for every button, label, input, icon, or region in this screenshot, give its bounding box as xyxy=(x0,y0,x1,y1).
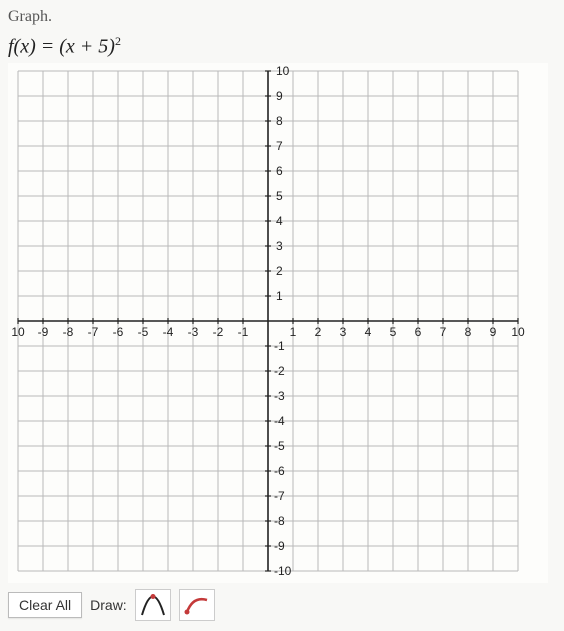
graph-area[interactable]: 10 -9 -8 -7 -6 -5 -4 -3 -2 -1 1 2 3 4 5 6 7 8 9 10 1 2 3 4 5 6 7 8 9… xyxy=(8,63,548,583)
svg-text:-5: -5 xyxy=(274,439,285,453)
svg-text:1: 1 xyxy=(290,325,297,339)
svg-text:6: 6 xyxy=(415,325,422,339)
svg-text:8: 8 xyxy=(276,114,283,128)
svg-text:-6: -6 xyxy=(113,325,124,339)
svg-text:10: 10 xyxy=(511,325,525,339)
svg-text:5: 5 xyxy=(276,189,283,203)
svg-text:-1: -1 xyxy=(274,339,285,353)
svg-text:9: 9 xyxy=(490,325,497,339)
svg-text:-7: -7 xyxy=(88,325,99,339)
clear-all-button[interactable]: Clear All xyxy=(8,592,82,618)
coordinate-grid[interactable]: 10 -9 -8 -7 -6 -5 -4 -3 -2 -1 1 2 3 4 5 6 7 8 9 10 1 2 3 4 5 6 7 8 9… xyxy=(8,63,548,583)
svg-text:-9: -9 xyxy=(274,539,285,553)
svg-text:10: 10 xyxy=(276,64,290,78)
equation-rhs-base: (x + 5) xyxy=(59,36,115,58)
svg-text:-8: -8 xyxy=(274,514,285,528)
controls-bar: Clear All Draw: xyxy=(8,589,556,621)
svg-text:3: 3 xyxy=(276,239,283,253)
svg-text:-4: -4 xyxy=(163,325,174,339)
svg-text:10: 10 xyxy=(11,325,25,339)
svg-text:7: 7 xyxy=(440,325,447,339)
svg-text:-9: -9 xyxy=(38,325,49,339)
prompt-text: Graph. xyxy=(8,8,556,26)
svg-text:-2: -2 xyxy=(274,364,285,378)
draw-tool-curve[interactable] xyxy=(179,589,215,621)
svg-text:2: 2 xyxy=(315,325,322,339)
svg-text:-3: -3 xyxy=(274,389,285,403)
svg-text:-3: -3 xyxy=(188,325,199,339)
svg-text:6: 6 xyxy=(276,164,283,178)
svg-text:-10: -10 xyxy=(274,564,292,578)
svg-text:-1: -1 xyxy=(238,325,249,339)
equation-eq: = xyxy=(36,36,60,58)
equation-lhs: f(x) xyxy=(8,36,36,58)
svg-text:-2: -2 xyxy=(213,325,224,339)
svg-text:2: 2 xyxy=(276,264,283,278)
svg-text:7: 7 xyxy=(276,139,283,153)
svg-text:-4: -4 xyxy=(274,414,285,428)
svg-text:1: 1 xyxy=(276,289,283,303)
svg-text:9: 9 xyxy=(276,89,283,103)
svg-text:-6: -6 xyxy=(274,464,285,478)
svg-text:8: 8 xyxy=(465,325,472,339)
svg-text:3: 3 xyxy=(340,325,347,339)
svg-text:5: 5 xyxy=(390,325,397,339)
parabola-icon xyxy=(139,592,167,618)
draw-tool-parabola[interactable] xyxy=(135,589,171,621)
svg-text:-5: -5 xyxy=(138,325,149,339)
svg-text:-7: -7 xyxy=(274,489,285,503)
svg-text:-8: -8 xyxy=(63,325,74,339)
svg-text:4: 4 xyxy=(276,214,283,228)
svg-text:4: 4 xyxy=(365,325,372,339)
curve-icon xyxy=(183,592,211,618)
equation-rhs-exp: 2 xyxy=(115,34,121,48)
equation: f(x) = (x + 5)2 xyxy=(8,34,556,59)
page-root: Graph. f(x) = (x + 5)2 10-9-8-7-6-5-4-3-… xyxy=(8,8,556,621)
draw-label: Draw: xyxy=(90,597,127,613)
